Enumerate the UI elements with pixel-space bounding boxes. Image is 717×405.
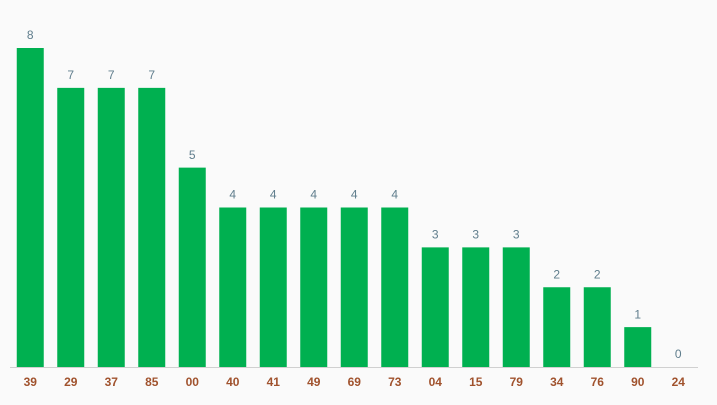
- bar: [300, 207, 328, 367]
- bar: [502, 247, 530, 367]
- value-label: 7: [148, 68, 155, 82]
- bar: [138, 87, 166, 367]
- x-tick-label: 24: [672, 375, 686, 389]
- value-label: 4: [229, 188, 236, 202]
- x-tick-label: 90: [631, 375, 645, 389]
- value-label: 7: [108, 68, 115, 82]
- value-label: 2: [553, 267, 560, 281]
- value-label: 5: [189, 148, 196, 162]
- value-label: 3: [472, 228, 479, 242]
- x-tick-label: 49: [307, 375, 321, 389]
- value-label: 4: [391, 188, 398, 202]
- value-label: 8: [27, 28, 34, 42]
- x-tick-label: 40: [226, 375, 240, 389]
- x-tick-label: 76: [591, 375, 605, 389]
- value-label: 4: [270, 188, 277, 202]
- value-label: 4: [351, 188, 358, 202]
- bar: [259, 207, 287, 367]
- x-tick-label: 79: [510, 375, 524, 389]
- value-label: 2: [594, 267, 601, 281]
- value-label: 3: [432, 228, 439, 242]
- x-tick-label: 00: [186, 375, 200, 389]
- bar: [57, 87, 85, 367]
- value-label: 1: [634, 307, 641, 321]
- bar: [462, 247, 490, 367]
- bar: [381, 207, 409, 367]
- bar: [219, 207, 247, 367]
- x-tick-label: 73: [388, 375, 402, 389]
- value-label: 0: [675, 347, 682, 361]
- bar: [16, 48, 44, 367]
- value-label: 4: [310, 188, 317, 202]
- bar: [624, 327, 652, 367]
- x-tick-label: 39: [24, 375, 38, 389]
- x-tick-label: 37: [105, 375, 119, 389]
- x-tick-label: 34: [550, 375, 564, 389]
- x-tick-label: 15: [469, 375, 483, 389]
- x-tick-label: 04: [429, 375, 443, 389]
- x-tick-label: 29: [64, 375, 78, 389]
- x-tick-label: 41: [267, 375, 281, 389]
- x-tick-label: 69: [348, 375, 362, 389]
- bar: [421, 247, 449, 367]
- value-label: 3: [513, 228, 520, 242]
- x-tick-label: 85: [145, 375, 159, 389]
- bar: [543, 287, 571, 367]
- value-label: 7: [67, 68, 74, 82]
- bar: [97, 87, 125, 367]
- bar: [340, 207, 368, 367]
- bar: [583, 287, 611, 367]
- bar: [178, 167, 206, 367]
